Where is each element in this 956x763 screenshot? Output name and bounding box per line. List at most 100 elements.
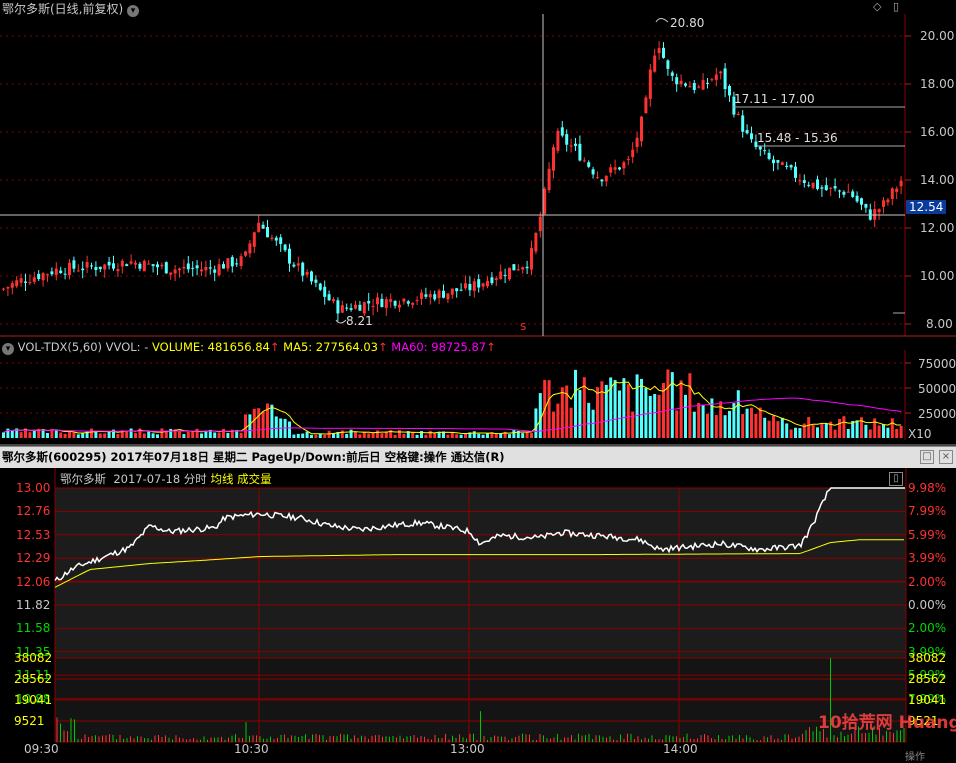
volume-bar: [679, 380, 683, 438]
candle-body: [710, 79, 714, 81]
volume-chart[interactable]: [0, 340, 956, 446]
intraday-panel[interactable]: 鄂尔多斯(600295) 2017年07月18日 星期二 PageUp/Down…: [0, 446, 956, 763]
intraday-pct-tick: 2.00%: [908, 621, 947, 636]
kline-chart[interactable]: [0, 0, 956, 340]
volume-bar: [767, 420, 771, 438]
volume-indicator-name: VOL-TDX(5,60): [17, 340, 103, 354]
candle-body: [591, 169, 595, 175]
expand-icon[interactable]: ▯: [889, 472, 903, 486]
volume-bar: [305, 431, 309, 438]
volume-bar: [371, 432, 375, 438]
candle-body: [129, 261, 133, 264]
candle-body: [389, 299, 393, 302]
candle-body: [164, 262, 168, 274]
volume-bar: [521, 433, 525, 438]
volume-bar: [723, 415, 727, 438]
candle-body: [714, 74, 718, 80]
candle-body: [582, 160, 586, 162]
close-icon[interactable]: ×: [939, 450, 953, 464]
volume-bar: [692, 411, 696, 438]
volume-bar: [864, 424, 868, 438]
kline-panel[interactable]: 鄂尔多斯(日线,前复权) ▾ ◇ ▯ 20.00 18.00 16.00 14.…: [0, 0, 956, 340]
volume-bar: [15, 428, 19, 438]
candle-body: [261, 224, 265, 229]
volume-bar: [358, 434, 362, 438]
volume-bar: [785, 423, 789, 438]
intraday-chart[interactable]: [0, 446, 956, 762]
intraday-pct-tick: 5.99%: [908, 668, 947, 683]
intraday-price-tick: 10.88: [16, 691, 51, 706]
volume-bar: [301, 433, 305, 438]
volume-bar: [714, 415, 718, 438]
candle-body: [697, 86, 701, 88]
candle-body: [684, 83, 687, 86]
high-price-label: 20.80: [670, 16, 705, 30]
status-bar-text: 鄂尔多斯(600295) 2017年07月18日 星期二 PageUp/Down…: [2, 450, 505, 464]
intraday-pct-tick: 7.99%: [908, 504, 947, 519]
candle-body: [873, 209, 877, 220]
volume-bar: [824, 423, 828, 438]
intraday-price-tick: 11.58: [16, 621, 51, 636]
volume-bar: [151, 433, 155, 438]
candle-body: [274, 237, 278, 241]
volume-unit: X10: [908, 427, 932, 441]
volume-bar: [582, 377, 586, 438]
candle-body: [508, 267, 511, 280]
candle-body: [367, 300, 371, 304]
candle-body: [516, 269, 520, 271]
candle-body: [824, 185, 828, 191]
candle-body: [442, 290, 445, 298]
candle-body: [472, 281, 476, 291]
volume-menu-icon[interactable]: ▾: [2, 343, 14, 355]
candle-body: [349, 308, 353, 310]
candle-body: [244, 251, 247, 256]
price-tick-20: 20.00: [920, 29, 955, 43]
price-tick-18: 18.00: [920, 77, 955, 91]
diamond-icon[interactable]: ◇: [873, 0, 882, 13]
volume-bar: [376, 430, 379, 438]
volume-bar: [41, 429, 45, 438]
chevron-down-icon[interactable]: ▾: [127, 5, 140, 17]
volume-bar: [565, 385, 569, 438]
volume-bar: [226, 432, 230, 438]
candle-body: [882, 200, 885, 207]
volume-bar: [406, 431, 410, 438]
volume-bar: [468, 432, 472, 438]
candle-body: [569, 145, 573, 147]
volume-bar: [657, 394, 661, 438]
legend-volume: 成交量: [237, 472, 272, 486]
candle-body: [776, 160, 780, 163]
volume-panel[interactable]: ▾ VOL-TDX(5,60) VVOL: - VOLUME: 481656.8…: [0, 340, 956, 446]
volume-bar: [6, 428, 10, 438]
candle-body: [899, 180, 903, 187]
volume-bar: [508, 434, 511, 438]
volume-bar: [640, 378, 643, 438]
candle-body: [890, 188, 894, 199]
volume-bar: [310, 434, 313, 438]
intraday-pct-tick: 7.99%: [908, 691, 947, 706]
volume-bar: [191, 431, 195, 438]
candle-body: [846, 191, 850, 193]
volume-bar: [763, 417, 767, 438]
toggle-panel-icon[interactable]: ▯: [893, 0, 900, 13]
candle-body: [525, 266, 529, 269]
candle-body: [613, 167, 617, 170]
candle-body: [424, 294, 428, 297]
candle-body: [728, 85, 731, 96]
operate-button[interactable]: 操作: [905, 752, 925, 763]
volume-bar: [530, 433, 533, 438]
volume-bar: [538, 393, 542, 438]
maximize-icon[interactable]: □: [920, 450, 934, 464]
volume-bar: [354, 431, 357, 438]
volume-bar: [213, 432, 217, 438]
volume-bar: [666, 369, 670, 438]
volume-bar: [420, 431, 423, 438]
candle-body: [169, 272, 173, 275]
candle-body: [794, 166, 797, 178]
volume-bar: [76, 434, 80, 438]
volume-bar: [490, 432, 494, 438]
candle-body: [560, 127, 564, 136]
candle-body: [631, 149, 635, 158]
candle-body: [864, 203, 868, 208]
candle-body: [758, 146, 762, 150]
